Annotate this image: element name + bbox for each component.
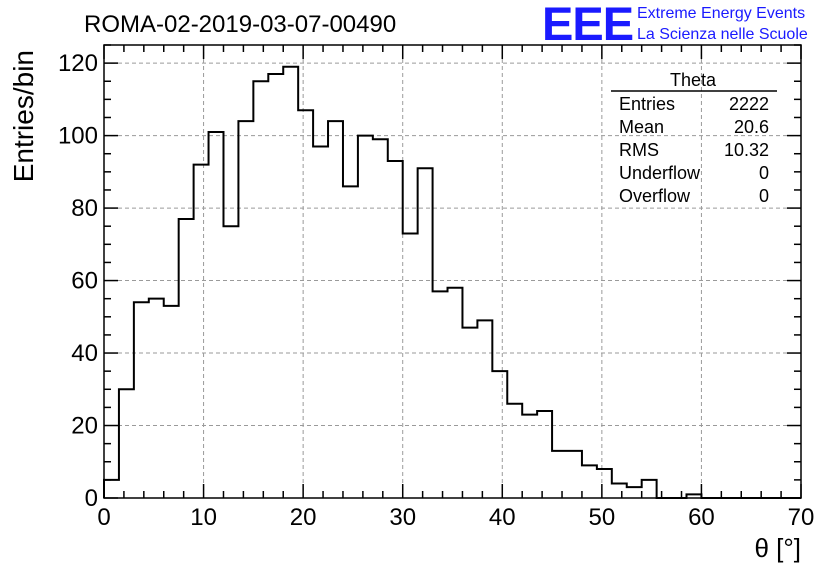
grid-lines bbox=[104, 45, 801, 498]
x-tick-label: 50 bbox=[589, 504, 616, 531]
stats-box: Theta Entries 2222 Mean 20.6 RMS 10.32 Underfl… bbox=[611, 70, 777, 206]
stats-value: 20.6 bbox=[734, 117, 769, 137]
stats-value: 0 bbox=[759, 186, 769, 206]
plot-frame bbox=[103, 44, 802, 499]
eee-logo: EEE Extreme Energy Events La Scienza nel… bbox=[542, 0, 808, 50]
y-tick-label: 0 bbox=[85, 485, 98, 512]
y-axis-label: Entries/bin bbox=[8, 50, 39, 182]
stats-label: Entries bbox=[619, 94, 675, 114]
logo-line-1: Extreme Energy Events bbox=[637, 5, 805, 22]
x-tick-label: 30 bbox=[389, 504, 416, 531]
x-tick-label: 60 bbox=[688, 504, 715, 531]
stats-title: Theta bbox=[670, 70, 717, 90]
logo-mark: EEE bbox=[542, 0, 633, 50]
y-tick-label: 120 bbox=[58, 50, 98, 77]
axis-ticks bbox=[103, 44, 802, 499]
stats-label: Overflow bbox=[619, 186, 691, 206]
x-axis-label: θ [°] bbox=[754, 533, 801, 563]
y-tick-label: 100 bbox=[58, 123, 98, 150]
y-tick-label: 80 bbox=[71, 195, 98, 222]
stats-value: 2222 bbox=[729, 94, 769, 114]
logo-line-2: La Scienza nelle Scuole bbox=[637, 26, 808, 43]
x-tick-label: 70 bbox=[788, 504, 815, 531]
histogram-outline bbox=[103, 65, 801, 499]
x-tick-label: 10 bbox=[190, 504, 217, 531]
x-tick-label: 40 bbox=[489, 504, 516, 531]
stats-label: Mean bbox=[619, 117, 664, 137]
stats-rows: Entries 2222 Mean 20.6 RMS 10.32 Underflow 0 Ove… bbox=[619, 94, 769, 206]
y-tick-label: 20 bbox=[71, 413, 98, 440]
stats-value: 10.32 bbox=[724, 140, 769, 160]
chart-title: ROMA-02-2019-03-07-00490 bbox=[84, 11, 396, 38]
stats-label: Underflow bbox=[619, 163, 701, 183]
y-tick-label: 40 bbox=[71, 340, 98, 367]
stats-value: 0 bbox=[759, 163, 769, 183]
stats-label: RMS bbox=[619, 140, 659, 160]
x-tick-labels: 0 10 20 30 40 50 60 70 bbox=[97, 504, 814, 531]
x-tick-label: 0 bbox=[97, 504, 110, 531]
x-tick-label: 20 bbox=[290, 504, 317, 531]
y-tick-label: 60 bbox=[71, 268, 98, 295]
y-tick-labels: 0 20 40 60 80 100 120 bbox=[58, 50, 98, 512]
